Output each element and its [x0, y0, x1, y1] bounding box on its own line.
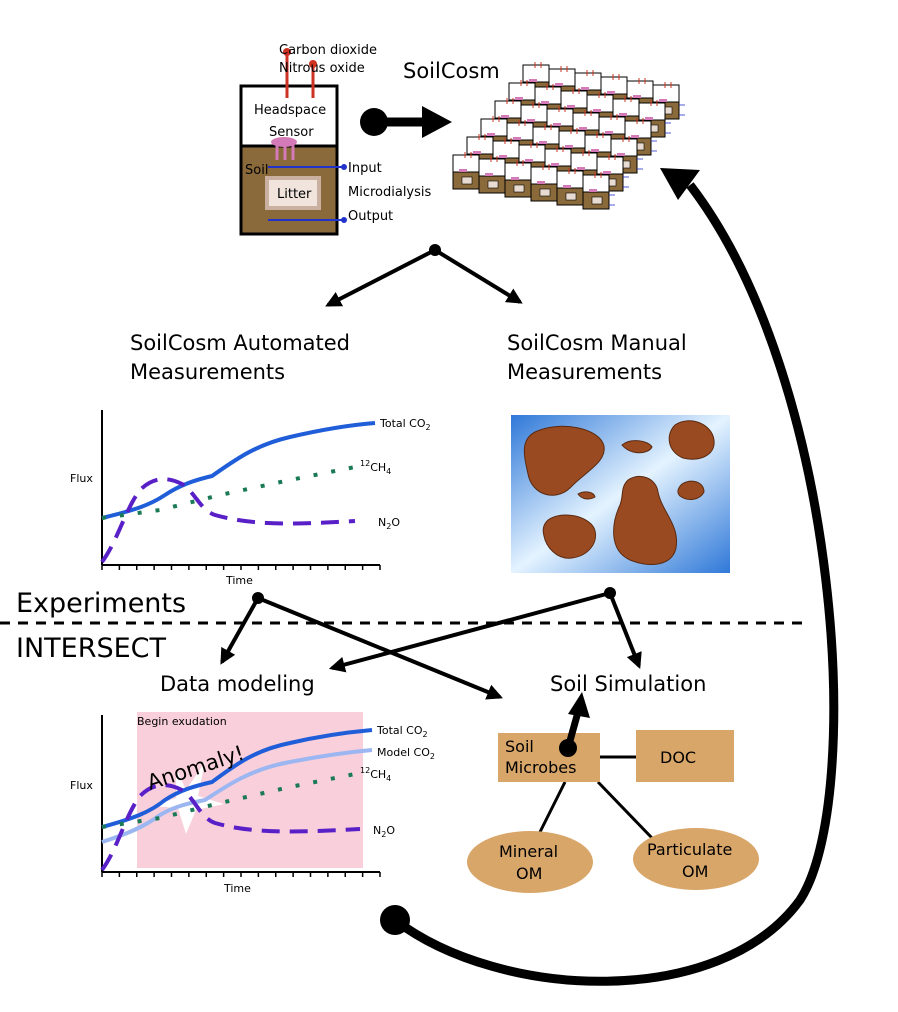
chart2-ch4-label: 12CH4	[360, 766, 391, 783]
input-label: Input	[348, 161, 382, 176]
chart2-ch4-line	[101, 771, 361, 829]
gas-label-n2o: Nitrous oxide	[279, 61, 365, 76]
doc-label: DOC	[660, 748, 696, 767]
chart1-ch4-label: 12CH4	[360, 459, 391, 476]
soilcosm-apparatus: Carbon dioxide Nitrous oxide Headspace S…	[239, 43, 432, 236]
chart1-total-label: Total CO2	[379, 417, 431, 432]
chart2-xlabel: Time	[223, 882, 251, 895]
arrow-auto-to-modeling	[220, 597, 260, 665]
soilcosm-array	[452, 61, 686, 210]
manual-title-line1: SoilCosm Manual	[507, 331, 687, 355]
soil-simulation-title: Soil Simulation	[550, 672, 706, 696]
chart2-n2o-label: N2O	[373, 824, 395, 839]
chart2-ticks	[101, 872, 381, 877]
mineral-label-line2: OM	[516, 864, 542, 883]
chart2-total-label: Total CO2	[376, 724, 428, 739]
gas-port-n2o	[309, 60, 317, 68]
microbes-label-line1: Soil	[505, 737, 534, 756]
arrow-microbes-to-simulation	[564, 711, 582, 749]
arrow-origin-dot	[360, 108, 388, 136]
particulate-label-line2: OM	[682, 862, 708, 881]
arrow-manual-to-simulation	[608, 592, 642, 669]
manual-measurement-image	[511, 415, 730, 573]
modeling-flux-chart: Begin exudation Anomaly! Flux Time Total…	[70, 712, 435, 895]
chart2-n2o-line	[100, 783, 361, 872]
chart1-xlabel: Time	[225, 574, 253, 587]
exudation-region	[137, 712, 363, 868]
mineral-om-node	[467, 831, 593, 893]
soilcosm-title: SoilCosm	[403, 59, 500, 83]
feedback-loop-arrow	[392, 182, 839, 986]
soil-particle	[523, 425, 605, 496]
automated-title-line2: Measurements	[130, 360, 285, 384]
particulate-label-line1: Particulate	[647, 840, 732, 859]
chart1-ticks	[101, 565, 381, 570]
gas-port-co2	[283, 48, 291, 56]
chart1-n2o-line	[100, 477, 356, 564]
soil-label: Soil	[245, 163, 268, 178]
chart2-total-co2-line	[101, 728, 373, 829]
experiments-label: Experiments	[16, 588, 186, 619]
microbes-label-line2: Microbes	[505, 758, 576, 777]
arrow-auto-to-simulation	[257, 596, 503, 700]
output-label: Output	[348, 209, 393, 224]
data-modeling-title: Data modeling	[160, 672, 315, 696]
headspace-label: Headspace	[254, 103, 326, 118]
arrow-to-automated	[325, 248, 436, 307]
sensor-label: Sensor	[269, 125, 314, 140]
chart1-ylabel: Flux	[70, 472, 93, 485]
manual-title-line2: Measurements	[507, 360, 662, 384]
link-microbes-particulate	[596, 780, 654, 840]
particulate-om-node	[633, 828, 759, 890]
chart1-ch4-line	[101, 464, 361, 520]
soil-simulation-model: Soil Microbes DOC Mineral OM Particulate…	[467, 692, 759, 893]
chart2-model-co2-line	[101, 748, 373, 844]
chart2-ylabel: Flux	[70, 779, 93, 792]
litter-box	[265, 176, 321, 210]
chart1-n2o-label: N2O	[378, 516, 400, 531]
gas-label-co2: Carbon dioxide	[279, 43, 377, 58]
anomaly-star-icon	[152, 762, 224, 834]
intersect-label: INTERSECT	[16, 633, 167, 664]
chart2-model-label: Model CO2	[377, 746, 435, 761]
automated-title-line1: SoilCosm Automated	[130, 331, 350, 355]
doc-node	[636, 730, 734, 782]
arrow-to-manual	[433, 248, 523, 304]
automated-flux-chart: Flux Time Total CO2 12CH4 N2O	[70, 410, 431, 587]
arrow-manual-to-modeling	[328, 591, 611, 673]
microdialysis-label: Microdialysis	[348, 185, 432, 200]
exudation-label: Begin exudation	[137, 715, 227, 728]
feedback-arrow-head	[660, 168, 700, 200]
chart1-total-co2-line	[101, 421, 376, 520]
mineral-label-line1: Mineral	[499, 842, 558, 861]
soil-microbes-node	[498, 733, 600, 782]
arrow-head	[422, 106, 452, 138]
litter-label: Litter	[277, 187, 312, 202]
